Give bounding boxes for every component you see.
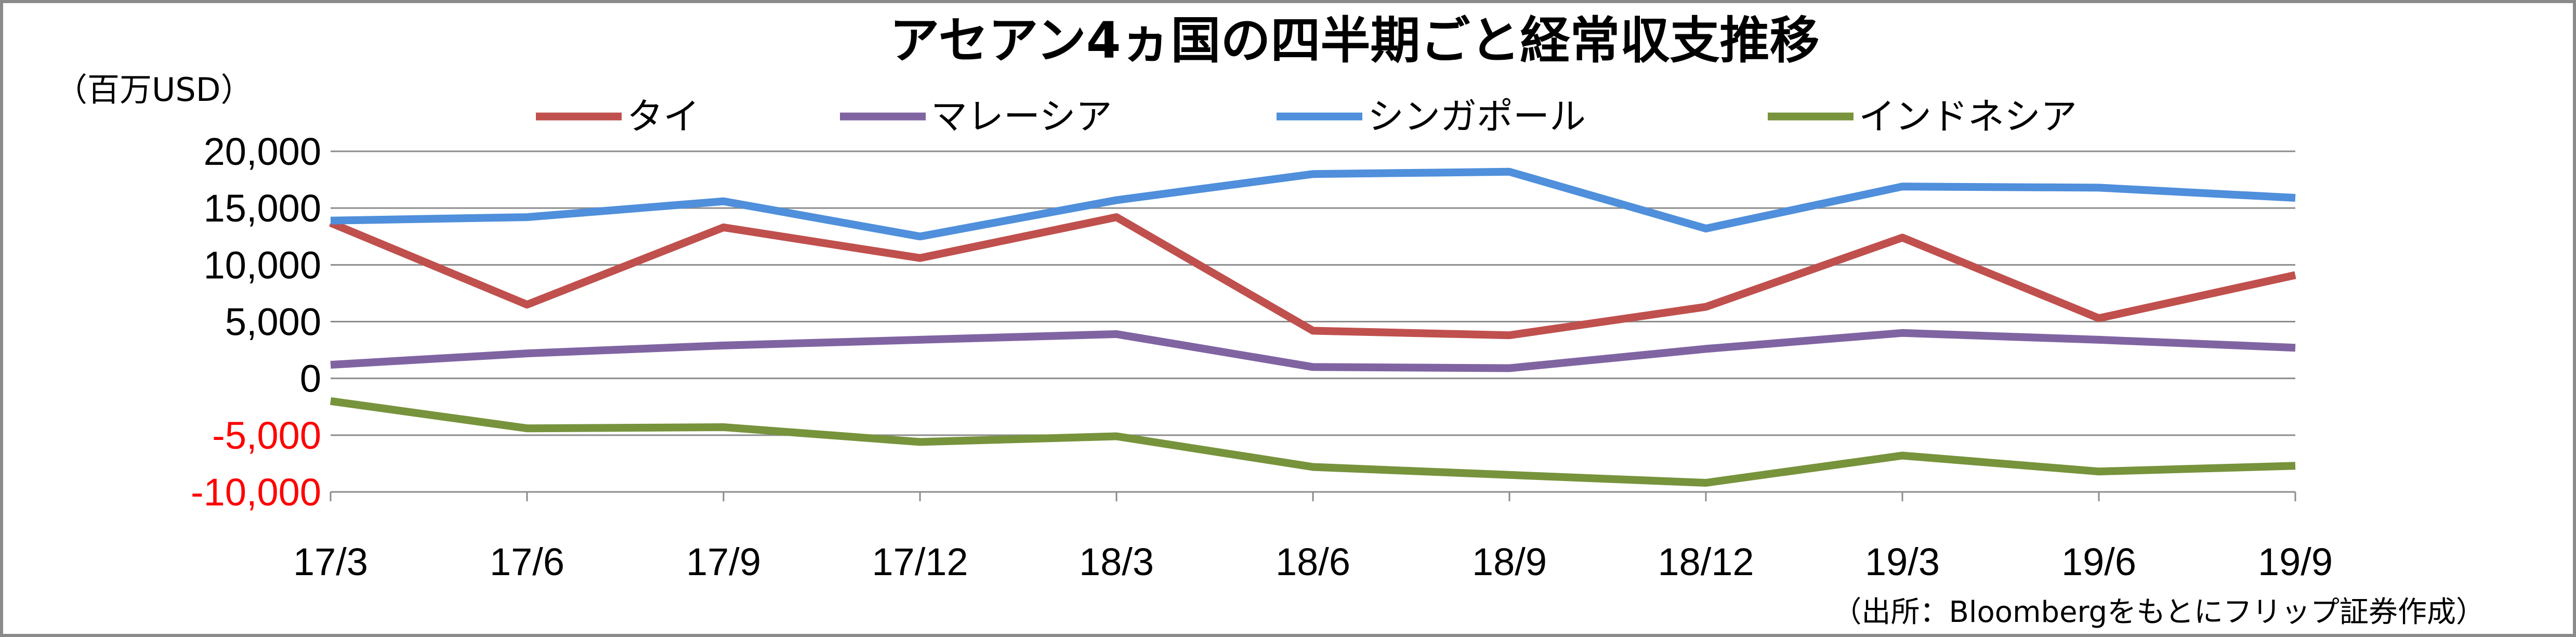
line-chart: アセアン4ヵ国の四半期ごと経常収支推移 （百万USD） タイ マレーシア シンガポー… [55, 11, 2485, 629]
x-tick-label: 18/3 [1079, 540, 1154, 583]
y-tick-label: 20,000 [204, 130, 321, 173]
y-axis-unit-label: （百万USD） [55, 71, 253, 109]
x-tick-label: 17/12 [872, 540, 968, 583]
y-tick-label: 10,000 [204, 243, 321, 287]
series-line [329, 213, 2296, 340]
legend: タイ マレーシア シンガポール インドネシア [536, 95, 2077, 138]
legend-label: タイ [627, 95, 700, 138]
x-tick-label: 17/6 [490, 540, 564, 583]
y-tick-label: -10,000 [191, 471, 321, 514]
series-line [330, 329, 2296, 372]
gridlines [331, 150, 2295, 493]
chart-title: アセアン4ヵ国の四半期ごと経常収支推移 [889, 11, 1819, 70]
y-tick-label: 15,000 [204, 187, 321, 230]
series-lines [329, 167, 2296, 487]
source-note: （出所：Bloombergをもとにフリップ証券作成） [1832, 595, 2485, 629]
series-line [330, 167, 2296, 241]
x-axis: 17/3 17/6 17/9 17/12 18/3 18/6 18/9 18/12 19/3 19… [293, 491, 2333, 583]
x-tick-label: 17/9 [686, 540, 761, 583]
series-line [330, 397, 2296, 487]
legend-label: シンガポール [1368, 95, 1586, 138]
y-tick-label: 0 [300, 357, 321, 400]
y-axis-tick-labels: 20,000 15,000 10,000 5,000 0 -5,000 -10,000 [191, 130, 321, 514]
legend-label: インドネシア [1859, 95, 2077, 138]
y-tick-label: -5,000 [212, 414, 321, 457]
x-tick-label: 19/3 [1865, 540, 1940, 583]
x-tick-label: 18/6 [1276, 540, 1350, 583]
x-tick-label: 18/12 [1658, 540, 1754, 583]
y-tick-label: 5,000 [225, 301, 321, 344]
legend-label: マレーシア [931, 95, 1112, 138]
x-tick-label: 18/9 [1472, 540, 1547, 583]
x-tick-label: 17/3 [293, 540, 368, 583]
x-tick-label: 19/9 [2258, 540, 2333, 583]
x-tick-label: 19/6 [2061, 540, 2136, 583]
